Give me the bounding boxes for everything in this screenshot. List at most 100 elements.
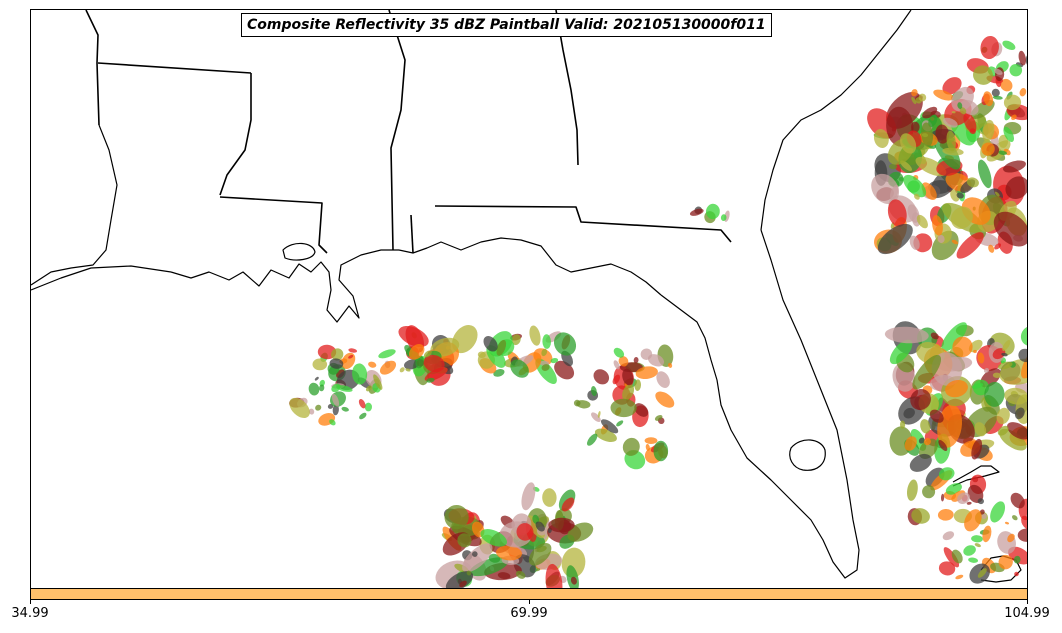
storm-blob [943, 117, 958, 128]
storm-blob [591, 412, 601, 422]
storm-blob [988, 244, 995, 253]
storm-blob [994, 191, 1000, 197]
storm-blob [921, 133, 929, 138]
storm-blob [405, 368, 411, 372]
storm-blob [922, 106, 938, 119]
storm-blob [423, 354, 445, 373]
storm-blob [364, 402, 372, 412]
storm-blob [466, 570, 472, 576]
storm-blob [992, 348, 1006, 360]
storm-blob [990, 501, 1006, 523]
storm-blob [656, 371, 670, 388]
storm-blob [1014, 407, 1025, 420]
state-boundaries [85, 10, 732, 254]
storm-blob [911, 508, 930, 524]
storm-blob [423, 350, 432, 358]
storm-blob [951, 111, 956, 114]
storm-blob [591, 386, 597, 397]
storm-blob [909, 235, 920, 250]
storm-blob [515, 570, 526, 579]
storm-blob [992, 372, 1001, 379]
storm-blob [644, 437, 658, 444]
storm-blob [920, 419, 931, 434]
storm-blob [488, 553, 501, 563]
storm-blob [998, 150, 1008, 155]
storm-blob [981, 513, 987, 520]
storm-blob [910, 388, 931, 411]
storm-blob [956, 192, 964, 199]
storm-blob [942, 77, 962, 95]
storm-blob [469, 557, 509, 577]
storm-blob [938, 467, 955, 481]
storm-blob [510, 359, 529, 378]
storm-blob [977, 568, 987, 578]
colorbar-tick [1027, 600, 1028, 604]
storm-blob [1021, 343, 1027, 379]
storm-blob [977, 498, 984, 505]
storm-blob [937, 508, 954, 521]
storm-blob [289, 397, 310, 418]
storm-blob [593, 369, 610, 385]
storm-blob [348, 354, 354, 359]
storm-blob [1008, 546, 1027, 565]
storm-blob [516, 523, 534, 541]
storm-blob [971, 383, 984, 389]
storm-blob [971, 535, 983, 543]
storm-blob [587, 433, 598, 446]
storm-blob [1003, 160, 1026, 173]
storm-blob [536, 568, 541, 572]
storm-blob [928, 114, 938, 128]
storm-blob [600, 419, 619, 434]
map-panel[interactable] [30, 9, 1028, 589]
storm-blob [997, 361, 1013, 370]
storm-blob [548, 517, 575, 533]
storm-blob [471, 551, 478, 557]
storm-blob [994, 243, 1002, 250]
storm-blob [884, 326, 929, 344]
storm-blob [1004, 387, 1027, 405]
storm-blob [610, 398, 637, 418]
storm-blob [550, 358, 559, 364]
storm-blob [1018, 348, 1027, 363]
storm-blob [873, 129, 889, 148]
storm-blob [308, 382, 320, 396]
storm-blob [877, 223, 913, 255]
colorbar [30, 588, 1028, 600]
storm-blob [951, 239, 959, 245]
storm-blob [909, 453, 932, 472]
storm-blob [532, 514, 540, 524]
storm-blob [561, 497, 575, 512]
storm-blob [689, 208, 704, 216]
storm-blob [900, 133, 917, 154]
storm-blob [999, 428, 1027, 451]
storm-blob [937, 234, 945, 243]
storm-blob [542, 488, 557, 507]
storm-blob [341, 406, 349, 412]
storm-blob [445, 571, 474, 588]
storm-blob [331, 348, 344, 361]
colorbar-tick-label-min: 34.99 [11, 606, 49, 621]
storm-blob [1002, 40, 1016, 51]
storm-blob [352, 363, 368, 385]
storm-blob [622, 384, 635, 401]
storm-blob [404, 359, 420, 370]
storm-blob [968, 557, 979, 563]
storm-blob [942, 531, 955, 541]
colorbar-tick [529, 600, 530, 604]
storm-blob [1018, 50, 1027, 66]
storm-blob [496, 545, 522, 561]
storm-blob [977, 159, 992, 189]
storm-blob [981, 142, 995, 156]
storm-blob [959, 107, 967, 115]
storm-blob [906, 479, 918, 501]
storm-blob [570, 576, 577, 585]
storm-blob [535, 358, 557, 384]
storm-blob [957, 492, 971, 504]
storm-blob [967, 484, 984, 503]
storm-blob [542, 334, 552, 349]
storm-blob [1003, 94, 1022, 111]
storm-blob [984, 381, 1005, 407]
storm-blob [922, 485, 936, 499]
storm-blob [890, 184, 899, 201]
storm-blob [622, 368, 634, 386]
